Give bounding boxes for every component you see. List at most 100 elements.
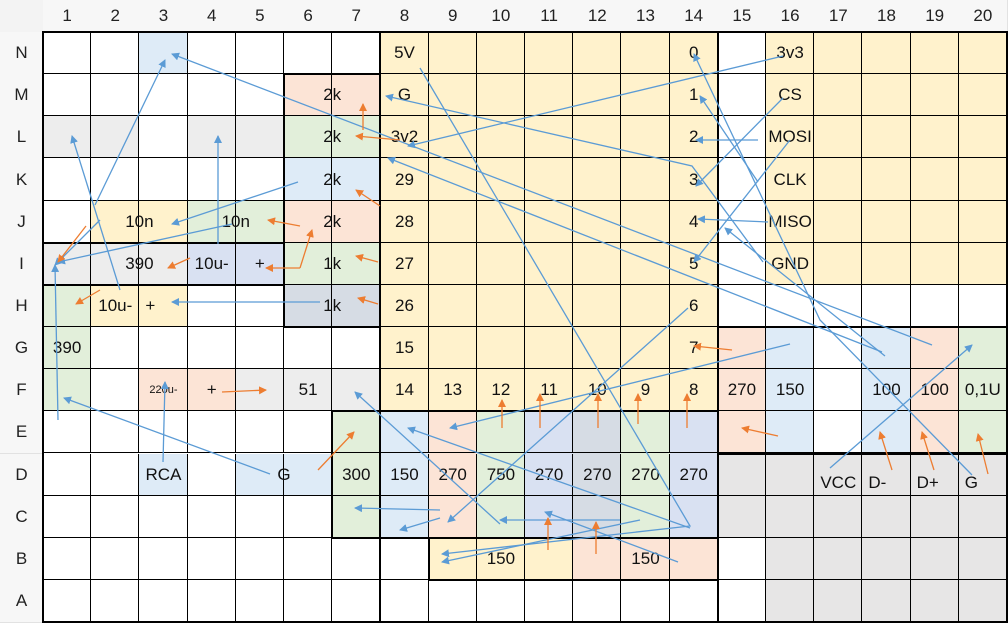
grid-cell[interactable] — [766, 495, 815, 538]
cell-label: 10u- — [98, 295, 133, 315]
grid-cell[interactable] — [235, 495, 284, 538]
cell-label: 5V — [394, 43, 415, 63]
grid-cell[interactable] — [284, 537, 333, 580]
cell-label: 8 — [688, 380, 699, 400]
grid-cell[interactable] — [284, 369, 333, 412]
cell-label: 29 — [395, 169, 414, 189]
grid-cell[interactable] — [862, 537, 911, 580]
row-header-N: N — [0, 32, 43, 76]
row-header-G: G — [0, 327, 43, 371]
corner-cell — [0, 0, 43, 32]
grid-cell[interactable] — [284, 327, 333, 370]
fill-region — [766, 453, 1007, 623]
cell-label: 1k — [323, 295, 342, 315]
row-header-F: F — [0, 369, 43, 413]
column-header-5: 5 — [235, 0, 285, 32]
column-header-15: 15 — [717, 0, 767, 32]
cell-label: G — [277, 464, 291, 484]
cell-label: 10n — [221, 211, 250, 231]
cell-label: 2k — [323, 85, 342, 105]
grid-cell[interactable] — [814, 495, 863, 538]
row-header-M: M — [0, 74, 43, 118]
cell-label: 2 — [688, 127, 699, 147]
grid-cell[interactable] — [187, 495, 236, 538]
column-header-7: 7 — [332, 0, 382, 32]
cell-label: VCC — [820, 472, 857, 492]
cell-label: 2k — [323, 169, 342, 189]
grid-cell[interactable] — [139, 495, 188, 538]
column-header-9: 9 — [428, 0, 478, 32]
cell-label: 2k — [323, 211, 342, 231]
cell-label: 270 — [438, 464, 467, 484]
column-header-14: 14 — [669, 0, 719, 32]
grid-cell[interactable] — [235, 327, 284, 370]
grid-cell[interactable] — [43, 32, 92, 75]
grid-cell[interactable] — [139, 327, 188, 370]
cell-label: 4 — [688, 211, 699, 231]
grid-cell[interactable] — [91, 495, 140, 538]
row-header-C: C — [0, 495, 43, 539]
cell-label: 150 — [631, 548, 660, 568]
grid-cell[interactable] — [43, 327, 92, 370]
cell-label: 1 — [688, 85, 699, 105]
cell-label: 5 — [688, 253, 699, 273]
cell-label: 10n — [125, 211, 154, 231]
column-header-17: 17 — [814, 0, 864, 32]
cell-label: + — [206, 380, 217, 400]
cell-label: 100 — [872, 380, 901, 400]
cell-label: 100 — [920, 380, 949, 400]
row-header-J: J — [0, 200, 43, 244]
cell-label: 28 — [395, 211, 414, 231]
grid-cell[interactable] — [43, 284, 92, 328]
cell-label: D- — [868, 472, 887, 492]
cell-label: 270 — [631, 464, 660, 484]
cell-label: G — [964, 472, 979, 492]
grid-cell[interactable] — [910, 495, 959, 538]
grid-cell[interactable] — [235, 537, 284, 580]
grid-cell[interactable] — [862, 495, 911, 538]
grid-cell[interactable] — [43, 74, 92, 117]
grid-cell[interactable] — [187, 327, 236, 370]
column-header-6: 6 — [284, 0, 334, 32]
grid-cell[interactable] — [235, 453, 284, 496]
cell-label: 300 — [342, 464, 371, 484]
row-header-I: I — [0, 242, 43, 286]
grid-cell[interactable] — [43, 495, 92, 538]
column-header-4: 4 — [187, 0, 237, 32]
column-header-18: 18 — [862, 0, 912, 32]
cell-label: 0,1U — [964, 380, 1001, 400]
column-header-10: 10 — [476, 0, 526, 32]
cell-label: 12 — [491, 380, 511, 400]
column-header-11: 11 — [525, 0, 575, 32]
grid-cell[interactable] — [91, 327, 140, 370]
column-header-20: 20 — [958, 0, 1008, 32]
cell-label: 270 — [727, 380, 757, 400]
grid-cell[interactable] — [717, 495, 766, 538]
grid-cell[interactable] — [766, 537, 815, 580]
column-header-3: 3 — [139, 0, 189, 32]
column-header-8: 8 — [380, 0, 430, 32]
cell-label: 26 — [395, 295, 414, 315]
row-header-A: A — [0, 579, 43, 624]
grid-cell[interactable] — [717, 537, 766, 580]
grid-cell[interactable] — [910, 537, 959, 580]
cell-label: 2k — [323, 127, 342, 147]
grid-cell[interactable] — [139, 537, 188, 580]
cell-label: 270 — [534, 464, 564, 484]
grid-cell[interactable] — [187, 537, 236, 580]
grid-cell[interactable] — [91, 284, 140, 328]
column-header-2: 2 — [91, 0, 141, 32]
row-header-D: D — [0, 453, 43, 497]
row-header-H: H — [0, 284, 43, 329]
column-header-13: 13 — [621, 0, 671, 32]
grid-cell[interactable] — [91, 537, 140, 580]
cell-label: 3 — [688, 169, 699, 189]
cell-label: 3v2 — [390, 127, 419, 147]
fill-region — [43, 284, 92, 412]
cell-label: 270 — [583, 464, 612, 484]
row-header-K: K — [0, 158, 43, 202]
grid-cell[interactable] — [814, 537, 863, 580]
grid-cell[interactable] — [43, 537, 92, 580]
row-header-E: E — [0, 411, 43, 455]
